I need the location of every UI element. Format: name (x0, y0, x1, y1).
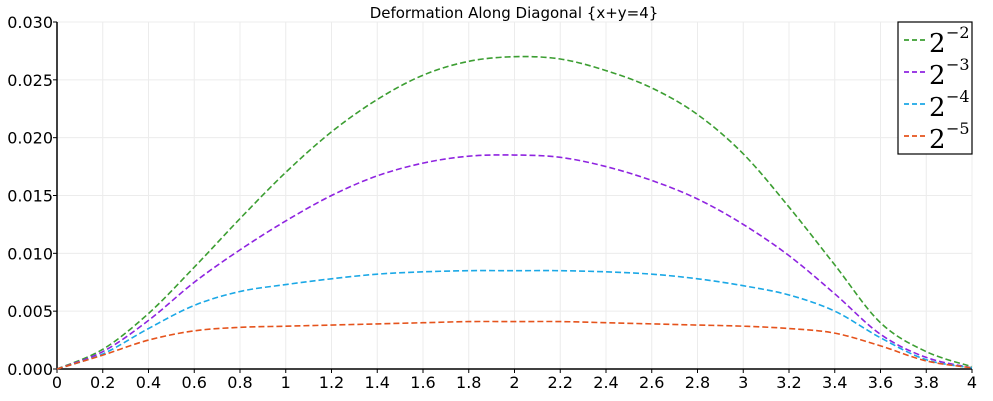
legend-label-base-2: 2 (929, 93, 946, 123)
grid (56, 21, 973, 370)
x-tick-label-13: 2.6 (639, 373, 664, 392)
legend-label-base-1: 2 (929, 61, 946, 91)
legend-label-base-3: 2 (929, 125, 946, 155)
x-tick-label-1: 0.2 (90, 373, 115, 392)
series-line-0 (56, 55, 973, 370)
legend: 2 −22 −32 −42 −5 (897, 21, 973, 155)
x-tick-label-5: 1 (281, 373, 291, 392)
legend-label-exponent-1: −3 (946, 55, 970, 74)
y-tick-label-3: 0.015 (7, 187, 53, 206)
x-tick-label-17: 3.4 (822, 373, 847, 392)
tick-marks (53, 21, 973, 373)
x-tick-label-0: 0 (52, 373, 62, 392)
x-tick-label-9: 1.8 (456, 373, 481, 392)
y-tick-label-5: 0.025 (7, 71, 53, 90)
x-tick-label-19: 3.8 (914, 373, 939, 392)
legend-label-base-0: 2 (929, 29, 946, 59)
legend-label-exponent-2: −4 (946, 87, 970, 106)
x-tick-label-2: 0.4 (136, 373, 161, 392)
series-line-3 (56, 320, 973, 370)
tick-labels: 0 0.2 0.4 0.6 0.8 1 1.2 1.4 1.6 1.8 2 2.2 2.4 2.6 2.8 3… (7, 13, 977, 392)
y-tick-label-0: 0.000 (7, 360, 53, 379)
legend-label-exponent-0: −2 (946, 23, 970, 42)
y-tick-label-2: 0.010 (7, 244, 53, 263)
series-line-2 (56, 269, 973, 370)
x-tick-label-18: 3.6 (868, 373, 893, 392)
x-tick-label-7: 1.4 (365, 373, 390, 392)
x-tick-label-10: 2 (509, 373, 519, 392)
legend-label-exponent-3: −5 (946, 119, 970, 138)
y-tick-label-1: 0.005 (7, 302, 53, 321)
x-tick-label-8: 1.6 (410, 373, 435, 392)
x-tick-label-20: 4 (967, 373, 977, 392)
legend-box (897, 21, 973, 155)
x-tick-label-12: 2.4 (593, 373, 618, 392)
x-tick-label-16: 3.2 (776, 373, 801, 392)
x-tick-label-11: 2.2 (548, 373, 573, 392)
chart-title: Deformation Along Diagonal {x+y=4} (370, 4, 659, 22)
x-tick-label-15: 3 (738, 373, 748, 392)
x-tick-label-6: 1.2 (319, 373, 344, 392)
y-tick-label-4: 0.020 (7, 129, 53, 148)
series-line-1 (56, 154, 973, 370)
series-group (56, 55, 973, 370)
x-tick-label-4: 0.8 (227, 373, 252, 392)
x-tick-label-14: 2.8 (685, 373, 710, 392)
y-tick-label-6: 0.030 (7, 13, 53, 32)
x-tick-label-3: 0.6 (182, 373, 207, 392)
